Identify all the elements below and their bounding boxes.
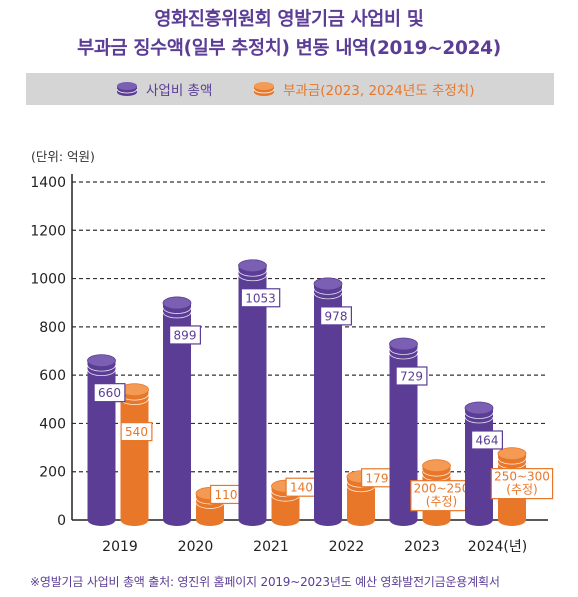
bar-business-cost-ridge — [464, 416, 494, 424]
unit-label: (단위: 억원) — [31, 149, 95, 164]
x-tick-label: 2023 — [404, 539, 440, 555]
data-label-levy: 200~250 — [414, 482, 470, 496]
legend-item-business-cost: 사업비 총액 — [115, 73, 212, 105]
legend-item-levy: 부과금(2023, 2024년도 추정치) — [252, 73, 474, 105]
data-label-business-cost-box — [395, 366, 428, 386]
x-tick-label: 2021 — [253, 539, 289, 555]
bar-business-cost-ridge — [162, 307, 192, 314]
bar-business-cost — [163, 302, 191, 526]
y-tick-label: 600 — [39, 368, 66, 384]
data-label-business-cost: 899 — [174, 328, 197, 342]
footnote: ※영발기금 사업비 총액 출처: 영진위 홈페이지 2019~2023년도 예산… — [30, 575, 500, 589]
legend: 사업비 총액 부과금(2023, 2024년도 추정치) — [26, 73, 554, 105]
bar-business-cost — [238, 265, 267, 526]
bar-levy-ridge — [271, 495, 300, 502]
data-label-levy-box — [490, 468, 554, 500]
data-label-levy: (추정) — [506, 483, 537, 497]
data-label-levy: 540 — [125, 425, 148, 439]
bar-business-cost-ridge — [389, 352, 418, 360]
data-label-business-cost: 729 — [400, 369, 423, 383]
data-label-levy: 110 — [215, 488, 238, 502]
bar-levy — [120, 389, 149, 526]
data-label-business-cost-box — [320, 306, 353, 326]
data-label-levy: 140 — [290, 481, 313, 495]
bar-business-cost-ridge — [313, 292, 343, 300]
x-tick-label: 2019 — [102, 539, 138, 555]
bar-levy-top — [422, 459, 451, 473]
x-tick-label: 2020 — [178, 539, 214, 555]
bar-business-cost-ridge — [238, 270, 267, 277]
purple-coin-icon — [116, 82, 138, 96]
bar-business-cost-ridge — [87, 369, 116, 377]
data-label-business-cost-box — [471, 430, 504, 450]
bar-business-cost-ridge — [389, 348, 418, 355]
y-tick-label: 1000 — [30, 272, 66, 288]
data-label-business-cost: 464 — [476, 433, 499, 447]
data-label-levy-box — [410, 480, 473, 512]
data-label-business-cost: 660 — [98, 386, 121, 400]
bar-business-cost-top — [87, 354, 116, 368]
x-tick-label: 2022 — [329, 539, 365, 555]
y-tick-label: 1200 — [30, 223, 66, 239]
bar-levy-ridge — [346, 485, 376, 493]
bar-business-cost-top — [238, 259, 267, 273]
chart-title-line-2: 부과금 징수액(일부 추정치) 변동 내역(2019~2024) — [77, 38, 501, 59]
data-label-business-cost-box — [169, 325, 202, 345]
y-tick-label: 800 — [39, 320, 66, 336]
y-tick-label: 200 — [39, 465, 66, 481]
bar-levy — [347, 476, 375, 526]
data-label-levy: (추정) — [426, 495, 457, 509]
bar-levy-ridge — [195, 502, 225, 509]
bar-business-cost-ridge — [162, 311, 192, 319]
legend-label-levy: 부과금(2023, 2024년도 추정치) — [283, 83, 475, 99]
data-label-levy: 179 — [366, 471, 389, 485]
bar-chart: 0 200 400 600 800 1000 1200 1400 660 540 2019 899 11… — [30, 174, 554, 555]
y-tick-label: 1400 — [30, 175, 66, 191]
bar-business-cost-ridge — [238, 274, 267, 282]
orange-coin-icon — [253, 82, 275, 96]
legend-label-business-cost: 사업비 총액 — [146, 83, 213, 99]
bar-business-cost-top — [464, 401, 494, 415]
bar-business-cost — [314, 283, 342, 526]
bar-levy-top — [497, 447, 527, 461]
bar-business-cost-top — [389, 337, 418, 351]
bar-business-cost-ridge — [87, 365, 116, 372]
x-tick-label: 2024(년) — [468, 539, 527, 555]
y-tick-label: 400 — [39, 416, 66, 432]
bar-business-cost-top — [313, 277, 343, 291]
data-label-business-cost-box — [240, 288, 281, 308]
y-tick-label: 0 — [57, 513, 66, 529]
bar-business-cost-ridge — [313, 288, 343, 295]
data-label-business-cost-box — [93, 383, 126, 403]
data-label-levy: 250~300 — [494, 470, 550, 484]
bar-levy-ridge — [497, 458, 527, 465]
data-label-business-cost: 978 — [325, 309, 348, 323]
bar-business-cost — [465, 407, 493, 526]
data-label-business-cost: 1053 — [245, 291, 276, 305]
bar-levy-ridge — [422, 470, 451, 477]
bar-business-cost-ridge — [464, 412, 494, 419]
bar-business-cost-top — [162, 296, 192, 310]
data-label-levy-box — [120, 422, 153, 442]
chart-title-line-1: 영화진흥위원회 영발기금 사업비 및 — [154, 9, 424, 30]
